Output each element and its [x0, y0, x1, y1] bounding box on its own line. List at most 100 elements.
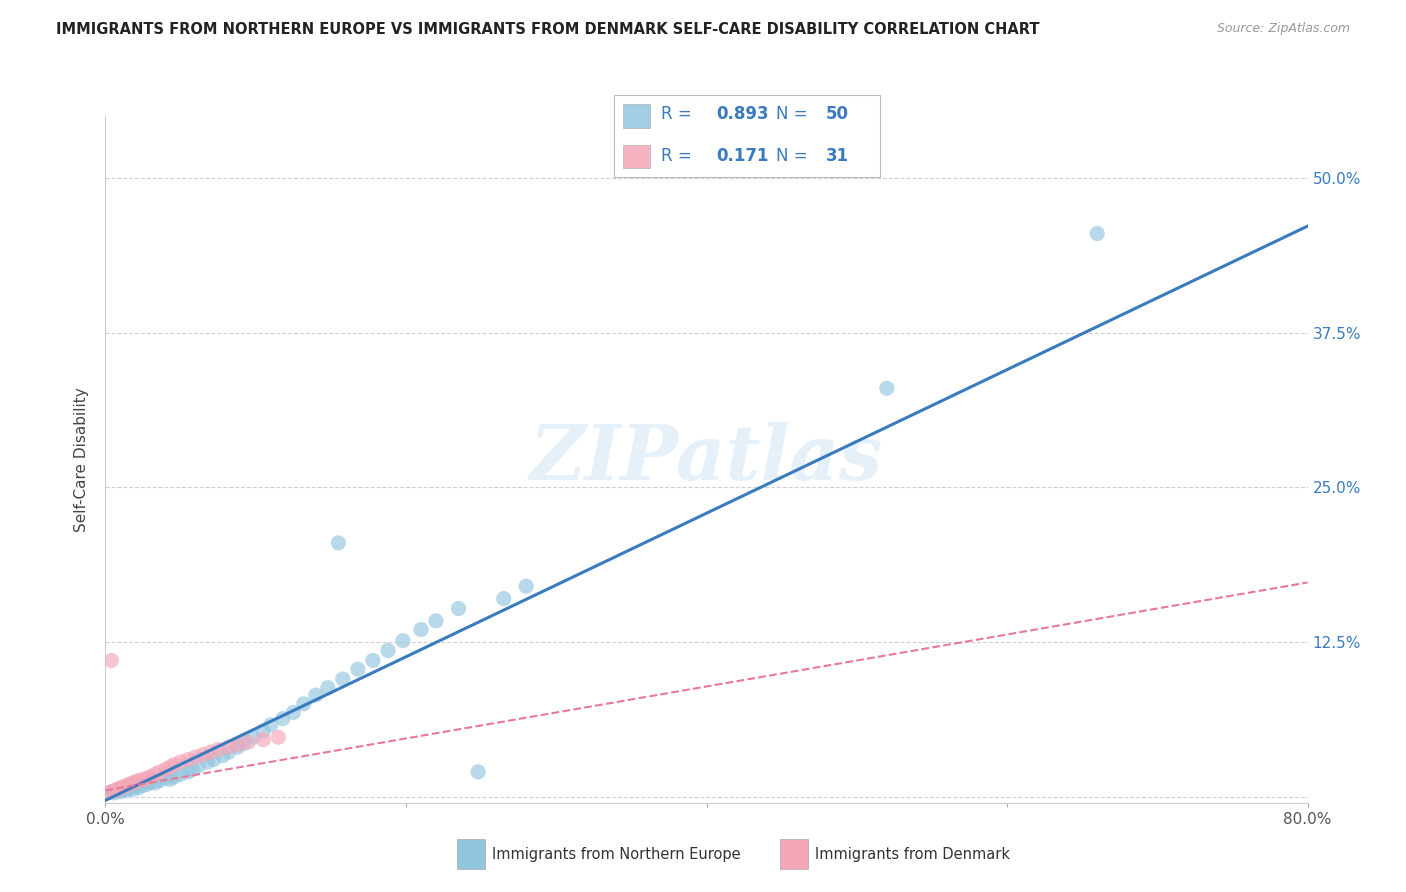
Point: [110, 785, 132, 799]
Point: [100, 785, 122, 799]
Point: [232, 736, 254, 750]
Point: [200, 745, 222, 759]
Point: [377, 643, 399, 657]
Text: R =: R =: [661, 105, 697, 123]
Text: Source: ZipAtlas.com: Source: ZipAtlas.com: [1216, 22, 1350, 36]
Point: [132, 779, 155, 793]
Point: [112, 782, 135, 797]
Point: [409, 623, 432, 637]
Point: [1085, 227, 1108, 241]
Point: [218, 745, 240, 759]
Point: [118, 780, 141, 795]
Point: [305, 688, 328, 702]
Point: [252, 724, 274, 739]
FancyBboxPatch shape: [623, 145, 650, 169]
Text: ZIPatlas: ZIPatlas: [530, 423, 883, 496]
Point: [328, 536, 350, 550]
Point: [118, 777, 141, 791]
Point: [143, 767, 166, 781]
Point: [177, 752, 200, 766]
Text: IMMIGRANTS FROM NORTHERN EUROPE VS IMMIGRANTS FROM DENMARK SELF-CARE DISABILITY : IMMIGRANTS FROM NORTHERN EUROPE VS IMMIG…: [56, 22, 1040, 37]
Point: [128, 780, 150, 795]
Point: [292, 697, 315, 711]
Point: [876, 381, 898, 395]
Point: [143, 776, 166, 790]
Point: [103, 783, 125, 797]
Point: [115, 779, 138, 793]
Point: [169, 767, 191, 781]
FancyBboxPatch shape: [457, 838, 485, 869]
Point: [191, 747, 214, 762]
Point: [211, 748, 233, 763]
Point: [139, 774, 162, 789]
Point: [139, 770, 162, 784]
Point: [181, 763, 204, 777]
Point: [515, 579, 537, 593]
Point: [184, 750, 207, 764]
Text: 31: 31: [825, 147, 849, 165]
Point: [107, 783, 129, 797]
Text: Immigrants from Northern Europe: Immigrants from Northern Europe: [492, 847, 741, 862]
Point: [121, 776, 143, 790]
Point: [492, 591, 515, 606]
Text: N =: N =: [776, 105, 813, 123]
Point: [132, 772, 155, 787]
Point: [271, 712, 294, 726]
Point: [392, 633, 415, 648]
Point: [155, 771, 177, 785]
Point: [124, 780, 146, 794]
Point: [163, 770, 186, 784]
Point: [242, 730, 264, 744]
Point: [169, 755, 191, 769]
Point: [202, 752, 225, 766]
Text: 0.893: 0.893: [716, 105, 769, 123]
Point: [260, 718, 283, 732]
Point: [252, 732, 274, 747]
Text: 50: 50: [825, 105, 848, 123]
Point: [207, 742, 229, 756]
Point: [238, 735, 260, 749]
Point: [447, 601, 470, 615]
Point: [112, 780, 135, 794]
Text: R =: R =: [661, 147, 702, 165]
Point: [226, 738, 249, 752]
FancyBboxPatch shape: [614, 95, 880, 177]
Y-axis label: Self-Care Disability: Self-Care Disability: [75, 387, 90, 532]
Point: [187, 758, 209, 772]
Point: [121, 782, 143, 797]
Point: [100, 785, 122, 799]
Point: [100, 653, 122, 667]
Point: [163, 757, 186, 772]
Point: [115, 783, 138, 797]
Point: [283, 706, 305, 720]
Point: [177, 764, 200, 779]
FancyBboxPatch shape: [780, 838, 808, 869]
Point: [148, 773, 170, 788]
Point: [226, 740, 249, 755]
Point: [155, 763, 177, 777]
Point: [159, 772, 181, 787]
Point: [110, 780, 132, 795]
Point: [136, 777, 159, 791]
Point: [148, 764, 170, 779]
Point: [107, 782, 129, 797]
Text: Immigrants from Denmark: Immigrants from Denmark: [815, 847, 1011, 862]
Point: [97, 786, 120, 800]
Point: [267, 730, 290, 744]
Point: [124, 774, 146, 789]
Point: [425, 614, 447, 628]
Point: [197, 755, 219, 769]
Point: [136, 771, 159, 785]
Point: [361, 653, 384, 667]
Point: [103, 786, 125, 800]
Point: [467, 764, 489, 779]
Point: [316, 681, 339, 695]
Point: [159, 760, 181, 774]
Point: [128, 773, 150, 788]
Point: [332, 672, 354, 686]
Point: [218, 740, 240, 755]
Point: [347, 662, 370, 676]
Text: 0.171: 0.171: [716, 147, 768, 165]
FancyBboxPatch shape: [623, 103, 650, 128]
Text: N =: N =: [776, 147, 813, 165]
